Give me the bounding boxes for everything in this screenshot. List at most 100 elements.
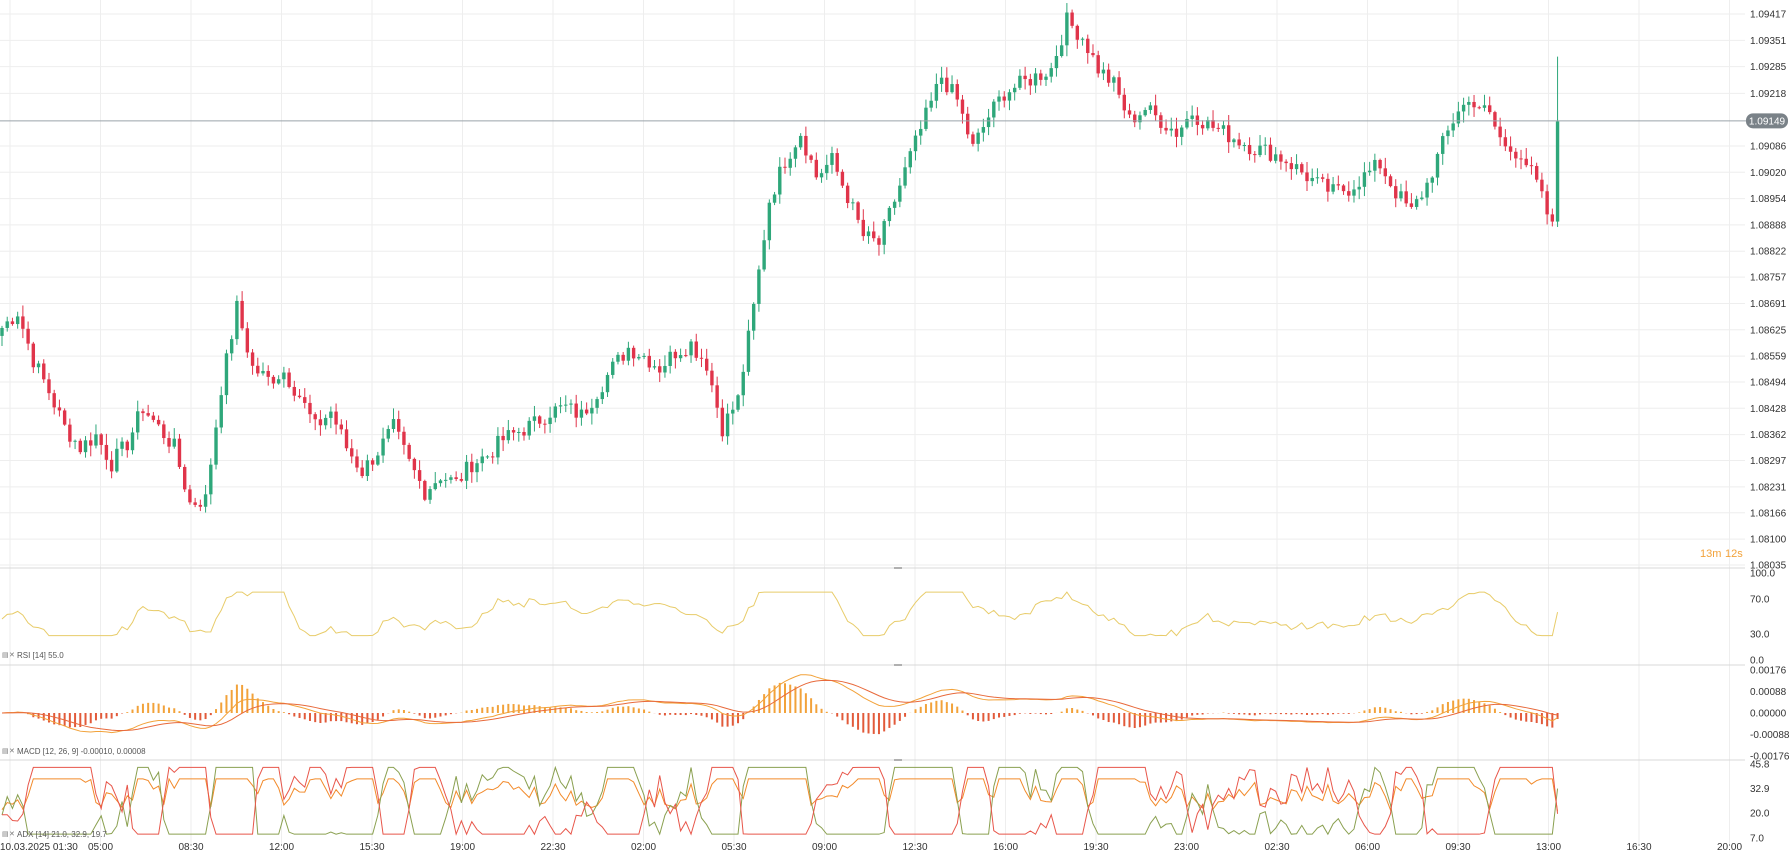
candle[interactable] (470, 453, 474, 483)
candle[interactable] (78, 438, 82, 455)
candle[interactable] (438, 478, 443, 487)
candle[interactable] (381, 427, 385, 463)
candle[interactable] (1221, 120, 1226, 136)
candle[interactable] (543, 419, 547, 434)
candle[interactable] (1534, 162, 1539, 183)
candle[interactable] (1091, 44, 1095, 58)
candle[interactable] (1174, 117, 1179, 148)
candle[interactable] (668, 345, 672, 374)
candle[interactable] (647, 348, 651, 372)
candle[interactable] (746, 319, 751, 376)
candle[interactable] (783, 157, 787, 174)
candle[interactable] (564, 395, 568, 413)
candle[interactable] (1164, 119, 1168, 135)
candle[interactable] (851, 198, 855, 211)
candle[interactable] (1028, 73, 1033, 95)
candle[interactable] (1383, 157, 1387, 185)
candle[interactable] (136, 400, 140, 440)
candle[interactable] (511, 427, 516, 441)
candle[interactable] (1258, 135, 1262, 158)
candle[interactable] (130, 427, 135, 455)
candle[interactable] (595, 396, 599, 414)
candle[interactable] (240, 291, 244, 331)
candle[interactable] (282, 366, 286, 388)
candle[interactable] (1159, 112, 1163, 134)
candle[interactable] (1540, 172, 1544, 198)
candle[interactable] (939, 66, 944, 92)
candle[interactable] (1404, 180, 1408, 207)
candle[interactable] (355, 449, 359, 473)
candle[interactable] (198, 499, 203, 512)
candle[interactable] (731, 401, 735, 425)
candle[interactable] (109, 451, 114, 479)
price-axis[interactable]: 1.09417 1.09351 1.09285 1.09218 1.09086 1.090… (1750, 10, 1790, 845)
candle[interactable] (1086, 34, 1090, 64)
candle[interactable] (423, 479, 427, 502)
candle[interactable] (1237, 132, 1241, 150)
candle[interactable] (94, 424, 98, 449)
candle[interactable] (1446, 125, 1450, 145)
pane-separators[interactable] (0, 567, 1745, 761)
candle[interactable] (89, 432, 93, 457)
candle[interactable] (558, 397, 563, 414)
candle[interactable] (203, 484, 208, 513)
candle[interactable] (1310, 168, 1314, 187)
candle[interactable] (308, 394, 312, 424)
candle[interactable] (913, 130, 918, 161)
candle[interactable] (1075, 24, 1080, 49)
candle[interactable] (767, 199, 772, 250)
candle[interactable] (898, 178, 902, 208)
candle[interactable] (1054, 45, 1059, 77)
macd-close-icon[interactable]: ✕ (9, 748, 15, 755)
candle[interactable] (334, 403, 338, 435)
candle[interactable] (835, 148, 839, 176)
candle[interactable] (861, 209, 865, 241)
candle[interactable] (1477, 105, 1481, 110)
candle[interactable] (892, 199, 897, 215)
candle[interactable] (162, 420, 166, 445)
candle[interactable] (945, 67, 949, 96)
candle[interactable] (250, 349, 255, 375)
candle[interactable] (934, 73, 939, 109)
candle[interactable] (1300, 162, 1304, 175)
candle[interactable] (1357, 176, 1361, 200)
candle[interactable] (193, 497, 197, 508)
candle[interactable] (297, 389, 302, 399)
candle[interactable] (120, 437, 124, 457)
candle[interactable] (825, 154, 829, 180)
candle[interactable] (663, 355, 667, 378)
candle[interactable] (1012, 83, 1017, 101)
candle[interactable] (57, 399, 62, 417)
rsi-settings-icon[interactable]: ▤ (2, 652, 9, 659)
candle[interactable] (1488, 96, 1492, 115)
candle[interactable] (1143, 107, 1147, 117)
candle[interactable] (99, 433, 103, 455)
pane-resize-handle[interactable] (894, 759, 902, 761)
candle[interactable] (417, 460, 422, 489)
candle[interactable] (788, 152, 792, 176)
candle[interactable] (1059, 34, 1064, 58)
candle[interactable] (1388, 174, 1393, 188)
candle[interactable] (856, 201, 860, 224)
candle[interactable] (276, 375, 281, 385)
candle[interactable] (992, 99, 996, 128)
candle[interactable] (229, 335, 234, 361)
candle[interactable] (532, 405, 537, 432)
candle[interactable] (1320, 173, 1325, 183)
candle[interactable] (433, 472, 437, 491)
candle[interactable] (151, 411, 156, 423)
candle[interactable] (1279, 150, 1283, 170)
candle[interactable] (292, 380, 297, 402)
candle[interactable] (339, 419, 343, 435)
candle[interactable] (125, 439, 129, 458)
candle[interactable] (517, 427, 521, 442)
candle[interactable] (584, 402, 589, 416)
candle[interactable] (261, 362, 265, 376)
candle[interactable] (960, 94, 965, 124)
candle[interactable] (1508, 136, 1513, 161)
candle[interactable] (167, 431, 171, 454)
candle[interactable] (1347, 181, 1351, 202)
pane-resize-handle[interactable] (894, 664, 902, 666)
candle[interactable] (62, 408, 67, 426)
candle[interactable] (1367, 161, 1372, 176)
